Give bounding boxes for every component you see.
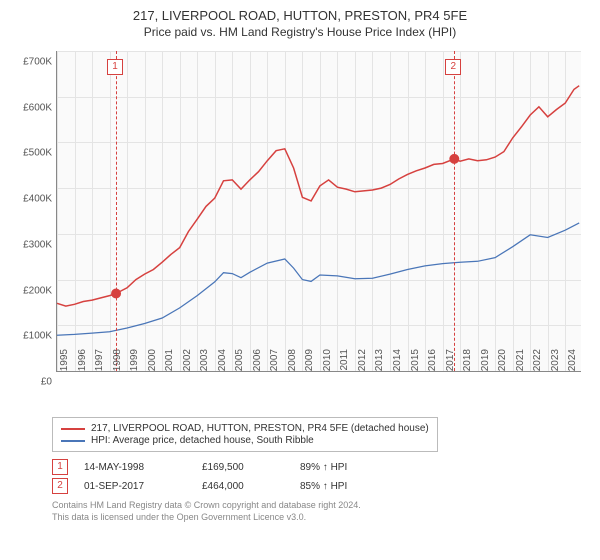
x-axis-label: 2003 [199, 349, 210, 389]
x-axis-label: 2016 [427, 349, 438, 389]
x-axis-label: 2011 [339, 349, 350, 389]
y-axis-label: £200K [23, 285, 52, 296]
y-axis-label: £300K [23, 239, 52, 250]
data-row-date: 01-SEP-2017 [84, 481, 194, 492]
data-row-vs-hpi: 89% ↑ HPI [300, 462, 400, 473]
data-row: 1 14-MAY-1998 £169,500 89% ↑ HPI [52, 459, 588, 475]
x-axis-label: 2024 [567, 349, 578, 389]
plot-area [56, 51, 581, 372]
x-axis-label: 2023 [550, 349, 561, 389]
x-axis-label: 2022 [532, 349, 543, 389]
marker-badge-2: 2 [445, 59, 461, 75]
data-row-vs-hpi: 85% ↑ HPI [300, 481, 400, 492]
data-table: 1 14-MAY-1998 £169,500 89% ↑ HPI 2 01-SEP-201… [52, 459, 588, 494]
chart: £0 £100K £200K £300K £400K £500K £600K £700K 19… [12, 45, 588, 415]
chart-title: 217, LIVERPOOL ROAD, HUTTON, PRESTON, PR… [12, 8, 588, 23]
x-axis-label: 2010 [322, 349, 333, 389]
x-axis-label: 2001 [164, 349, 175, 389]
legend: 217, LIVERPOOL ROAD, HUTTON, PRESTON, PR… [52, 417, 438, 452]
y-axis-label: £700K [23, 57, 52, 68]
footer-line-2: This data is licensed under the Open Gov… [52, 512, 588, 524]
x-axis-label: 2012 [357, 349, 368, 389]
data-row-price: £169,500 [202, 462, 292, 473]
marker-vline-2 [454, 51, 455, 371]
y-axis-label: £0 [41, 377, 52, 388]
x-axis-label: 2013 [374, 349, 385, 389]
chart-subtitle: Price paid vs. HM Land Registry's House … [12, 25, 588, 39]
series-hpi [57, 223, 579, 335]
figure: 217, LIVERPOOL ROAD, HUTTON, PRESTON, PR… [0, 0, 600, 560]
data-row-badge: 2 [52, 478, 68, 494]
x-axis-label: 2014 [392, 349, 403, 389]
data-row-badge: 1 [52, 459, 68, 475]
data-row: 2 01-SEP-2017 £464,000 85% ↑ HPI [52, 478, 588, 494]
legend-swatch [61, 428, 85, 430]
x-axis-label: 2006 [252, 349, 263, 389]
legend-item: HPI: Average price, detached house, Sout… [61, 435, 429, 446]
x-axis-label: 2008 [287, 349, 298, 389]
chart-lines [57, 51, 581, 371]
data-row-price: £464,000 [202, 481, 292, 492]
x-axis-label: 2017 [445, 349, 456, 389]
y-axis-label: £500K [23, 148, 52, 159]
y-axis-label: £100K [23, 331, 52, 342]
legend-label: 217, LIVERPOOL ROAD, HUTTON, PRESTON, PR… [91, 423, 429, 434]
x-axis-label: 1997 [94, 349, 105, 389]
x-axis-label: 1999 [129, 349, 140, 389]
x-axis-label: 2007 [269, 349, 280, 389]
x-axis-label: 2021 [515, 349, 526, 389]
series-main [57, 86, 579, 306]
data-row-date: 14-MAY-1998 [84, 462, 194, 473]
x-axis-label: 1996 [77, 349, 88, 389]
x-axis-label: 1998 [112, 349, 123, 389]
x-axis-label: 2002 [182, 349, 193, 389]
footer-line-1: Contains HM Land Registry data © Crown c… [52, 500, 588, 512]
footer: Contains HM Land Registry data © Crown c… [52, 500, 588, 523]
x-axis-label: 2004 [217, 349, 228, 389]
x-axis-label: 1995 [59, 349, 70, 389]
y-axis-label: £600K [23, 102, 52, 113]
x-axis-label: 2009 [304, 349, 315, 389]
legend-swatch [61, 440, 85, 442]
marker-badge-1: 1 [107, 59, 123, 75]
x-axis-label: 2005 [234, 349, 245, 389]
marker-vline-1 [116, 51, 117, 371]
legend-item: 217, LIVERPOOL ROAD, HUTTON, PRESTON, PR… [61, 423, 429, 434]
x-axis-label: 2000 [147, 349, 158, 389]
x-axis-label: 2018 [462, 349, 473, 389]
x-axis-label: 2019 [480, 349, 491, 389]
x-axis-label: 2015 [410, 349, 421, 389]
x-axis-label: 2020 [497, 349, 508, 389]
y-axis-label: £400K [23, 194, 52, 205]
legend-label: HPI: Average price, detached house, Sout… [91, 435, 314, 446]
